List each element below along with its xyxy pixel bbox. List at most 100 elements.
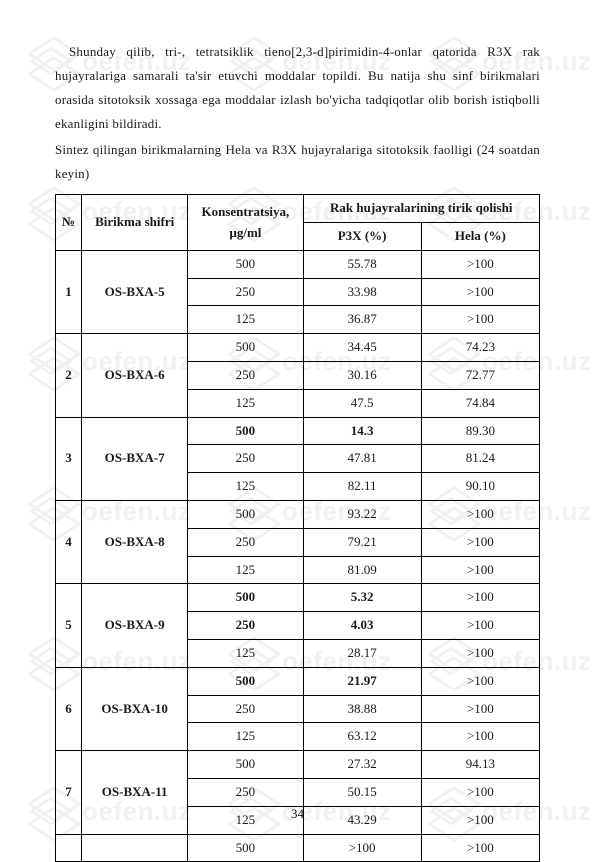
cell-hela: >100 — [421, 640, 539, 668]
cell-num: 5 — [56, 584, 82, 667]
cell-kons: 500 — [188, 834, 303, 862]
cell-kons: 250 — [188, 362, 303, 390]
cell-hela: >100 — [421, 834, 539, 862]
table-row: 1OS-BXA-550055.78>100 — [56, 250, 540, 278]
cell-p3x: 63.12 — [303, 723, 421, 751]
table-body: 1OS-BXA-550055.78>10025033.98>10012536.8… — [56, 250, 540, 862]
cell-num: 3 — [56, 417, 82, 500]
cell-hela: >100 — [421, 250, 539, 278]
paragraph-2: Sintez qilingan birikmalarning Hela va R… — [55, 138, 540, 186]
cell-shifr: OS-BXA-5 — [82, 250, 188, 333]
cell-p3x: 93.22 — [303, 501, 421, 529]
table-row: 6OS-BXA-1050021.97>100 — [56, 667, 540, 695]
cell-kons: 500 — [188, 334, 303, 362]
cell-hela: 74.84 — [421, 389, 539, 417]
cell-hela: 74.23 — [421, 334, 539, 362]
cell-kons: 125 — [188, 640, 303, 668]
cell-shifr — [82, 834, 188, 862]
cell-kons: 500 — [188, 250, 303, 278]
cell-shifr: OS-BXA-8 — [82, 501, 188, 584]
table-row: 7OS-BXA-1150027.3294.13 — [56, 751, 540, 779]
cell-p3x: 82.11 — [303, 473, 421, 501]
cell-kons: 250 — [188, 612, 303, 640]
cell-p3x: 47.5 — [303, 389, 421, 417]
cell-num: 6 — [56, 667, 82, 750]
cell-kons: 250 — [188, 695, 303, 723]
cell-p3x: 47.81 — [303, 445, 421, 473]
cell-p3x: 81.09 — [303, 556, 421, 584]
th-shifr: Birikma shifri — [82, 195, 188, 251]
cell-kons: 250 — [188, 779, 303, 807]
cell-shifr: OS-BXA-10 — [82, 667, 188, 750]
cell-hela: >100 — [421, 695, 539, 723]
cell-kons: 125 — [188, 389, 303, 417]
cell-hela: >100 — [421, 779, 539, 807]
cell-shifr: OS-BXA-11 — [82, 751, 188, 834]
cell-p3x: 34.45 — [303, 334, 421, 362]
cell-hela: >100 — [421, 612, 539, 640]
table-header-row-1: № Birikma shifri Konsentratsiya, µg/ml R… — [56, 195, 540, 223]
cell-hela: >100 — [421, 723, 539, 751]
cell-kons: 125 — [188, 306, 303, 334]
cell-num: 7 — [56, 751, 82, 834]
data-table: № Birikma shifri Konsentratsiya, µg/ml R… — [55, 194, 540, 862]
cell-p3x: 5.32 — [303, 584, 421, 612]
th-hela: Hela (%) — [421, 223, 539, 251]
cell-p3x: 43.29 — [303, 806, 421, 834]
paragraph-1: Shunday qilib, tri-, tetratsiklik tieno[… — [55, 40, 540, 136]
th-rak: Rak hujayralarining tirik qolishi — [303, 195, 540, 223]
cell-shifr: OS-BXA-9 — [82, 584, 188, 667]
cell-kons: 500 — [188, 417, 303, 445]
page-content: Shunday qilib, tri-, tetratsiklik tieno[… — [0, 0, 595, 862]
cell-hela: >100 — [421, 528, 539, 556]
cell-hela: 94.13 — [421, 751, 539, 779]
cell-p3x: 36.87 — [303, 306, 421, 334]
cell-kons: 125 — [188, 806, 303, 834]
table-row: 500>100>100 — [56, 834, 540, 862]
table-row: 4OS-BXA-850093.22>100 — [56, 501, 540, 529]
cell-p3x: 50.15 — [303, 779, 421, 807]
cell-hela: >100 — [421, 306, 539, 334]
cell-num — [56, 834, 82, 862]
cell-p3x: 38.88 — [303, 695, 421, 723]
cell-p3x: 55.78 — [303, 250, 421, 278]
cell-hela: >100 — [421, 806, 539, 834]
cell-kons: 500 — [188, 751, 303, 779]
cell-hela: 90.10 — [421, 473, 539, 501]
cell-shifr: OS-BXA-7 — [82, 417, 188, 500]
cell-hela: 72.77 — [421, 362, 539, 390]
cell-kons: 125 — [188, 723, 303, 751]
cell-p3x: 33.98 — [303, 278, 421, 306]
cell-hela: >100 — [421, 584, 539, 612]
th-num: № — [56, 195, 82, 251]
cell-kons: 125 — [188, 556, 303, 584]
cell-hela: 81.24 — [421, 445, 539, 473]
cell-hela: >100 — [421, 667, 539, 695]
cell-p3x: 14.3 — [303, 417, 421, 445]
table-row: 2OS-BXA-650034.4574.23 — [56, 334, 540, 362]
cell-num: 4 — [56, 501, 82, 584]
cell-p3x: 4.03 — [303, 612, 421, 640]
cell-p3x: 28.17 — [303, 640, 421, 668]
cell-p3x: 27.32 — [303, 751, 421, 779]
cell-hela: 89.30 — [421, 417, 539, 445]
th-p3x: P3X (%) — [303, 223, 421, 251]
cell-hela: >100 — [421, 556, 539, 584]
cell-p3x: >100 — [303, 834, 421, 862]
cell-kons: 500 — [188, 584, 303, 612]
table-row: 3OS-BXA-750014.389.30 — [56, 417, 540, 445]
cell-shifr: OS-BXA-6 — [82, 334, 188, 417]
cell-kons: 500 — [188, 667, 303, 695]
cell-kons: 250 — [188, 278, 303, 306]
cell-p3x: 21.97 — [303, 667, 421, 695]
th-kons: Konsentratsiya, µg/ml — [188, 195, 303, 251]
cell-kons: 125 — [188, 473, 303, 501]
cell-hela: >100 — [421, 278, 539, 306]
cell-p3x: 30.16 — [303, 362, 421, 390]
cell-kons: 250 — [188, 445, 303, 473]
cell-num: 1 — [56, 250, 82, 333]
cell-num: 2 — [56, 334, 82, 417]
cell-p3x: 79.21 — [303, 528, 421, 556]
table-row: 5OS-BXA-95005.32>100 — [56, 584, 540, 612]
cell-hela: >100 — [421, 501, 539, 529]
